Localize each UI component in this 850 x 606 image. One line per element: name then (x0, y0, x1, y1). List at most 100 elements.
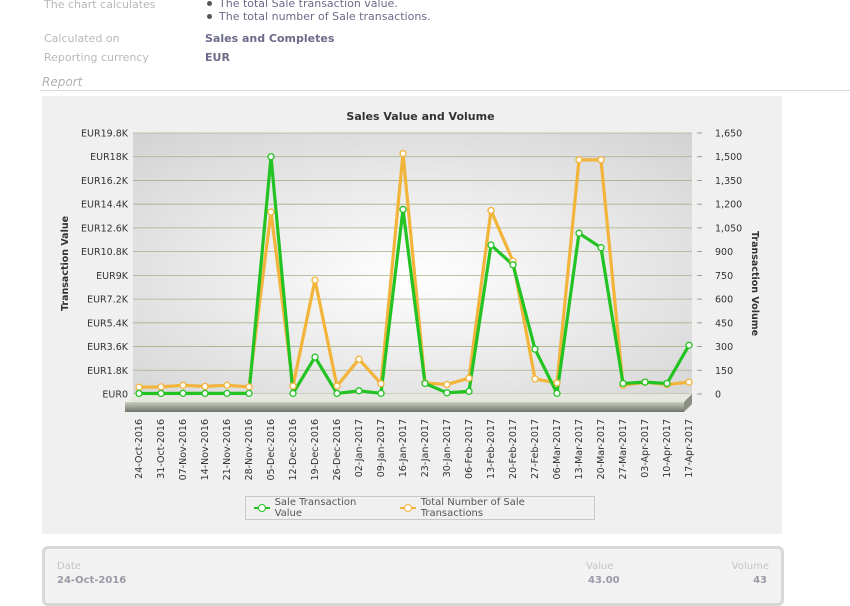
calc-item: The total number of Sale transactions. (205, 10, 431, 23)
x-tick-label: 26-Dec-2016 (332, 419, 343, 481)
data-point-value (487, 241, 495, 249)
x-tick-label: 27-Feb-2017 (530, 419, 541, 479)
data-point-value (245, 389, 253, 398)
data-point-volume (311, 276, 319, 284)
data-point-volume (487, 206, 495, 215)
sales-chart: EUR0 EUR1.8K EUR3.6K EUR5.4K EUR7.2K EUR9K EUR… (60, 110, 760, 481)
x-tick-label: 31-Oct-2016 (156, 419, 167, 479)
x-tick-label: 21-Nov-2016 (222, 419, 233, 480)
currency-label: Reporting currency (44, 51, 149, 64)
y-tick-label: EUR16.2K (81, 176, 129, 187)
data-point-value (267, 153, 275, 161)
calc-items-list: The total Sale transaction value. The to… (205, 0, 431, 23)
y-tick-label: EUR18K (90, 152, 129, 163)
y-axis-title: Transaction Value (60, 216, 71, 311)
chart-legend[interactable]: Sale Transaction Value Total Number of S… (245, 496, 595, 520)
x-tick-label: 19-Dec-2016 (310, 419, 321, 481)
data-point-value (355, 387, 363, 395)
data-point-value (509, 261, 517, 269)
y-tick-label: EUR9K (96, 271, 129, 282)
data-point-volume (333, 382, 341, 390)
table-header-value: Value (586, 561, 614, 572)
y2-tick-label: 1,650 (715, 129, 742, 140)
chart-title: Sales Value and Volume (346, 110, 494, 123)
data-point-volume (553, 379, 561, 387)
data-point-value (465, 387, 473, 396)
data-point-value (663, 379, 671, 388)
x-tick-label: 09-Jan-2017 (376, 419, 387, 477)
legend-item-value[interactable]: Sale Transaction Value (254, 497, 384, 519)
data-point-value (619, 379, 627, 388)
y2-tick-label: 600 (715, 295, 733, 306)
table-cell-volume: 43 (753, 575, 767, 586)
y-tick-label: EUR7.2K (87, 295, 129, 306)
data-point-value (421, 379, 429, 388)
y2-tick-label: 450 (715, 318, 733, 329)
calc-item: The total Sale transaction value. (205, 0, 431, 10)
x-tick-label: 06-Mar-2017 (552, 419, 563, 479)
data-point-volume (685, 378, 693, 386)
x-tick-label: 13-Mar-2017 (574, 419, 585, 479)
calculated-on-value: Sales and Completes (205, 32, 335, 45)
y-tick-label: EUR10.8K (81, 247, 129, 258)
y-tick-label: EUR1.8K (87, 366, 129, 377)
y-tick-label: EUR5.4K (87, 318, 129, 329)
y2-tick-label: 900 (715, 247, 733, 258)
chart-floor-front (125, 402, 684, 412)
y-tick-label: EUR3.6K (87, 342, 129, 353)
table-cell-value: 43.00 (588, 575, 620, 586)
data-point-volume (289, 382, 297, 390)
currency-value: EUR (205, 51, 230, 64)
data-point-value (223, 389, 231, 397)
section-divider (40, 90, 850, 91)
y2-tick-label: 300 (715, 342, 733, 353)
y-tick-label: EUR19.8K (81, 129, 129, 140)
x-tick-label: 14-Nov-2016 (200, 419, 211, 480)
y2-tick-label: 1,200 (715, 200, 742, 211)
y2-tick-label: 1,350 (715, 176, 742, 187)
data-point-volume (531, 375, 539, 383)
x-tick-label: 06-Feb-2017 (464, 419, 475, 479)
x-tick-label: 16-Jan-2017 (398, 419, 409, 477)
data-point-value (685, 341, 693, 349)
y2-tick-label: 1,500 (715, 152, 742, 163)
table-header-volume: Volume (731, 561, 769, 572)
legend-item-volume[interactable]: Total Number of Sale Transactions (400, 497, 586, 519)
data-point-volume (443, 380, 451, 389)
data-point-value (333, 389, 341, 398)
y-tick-label: EUR14.4K (81, 200, 129, 211)
x-tick-label: 05-Dec-2016 (266, 419, 277, 481)
data-point-value (157, 389, 165, 398)
table-header-date: Date (57, 561, 81, 572)
x-tick-label: 17-Apr-2017 (684, 419, 695, 478)
y2-tick-label: 750 (715, 271, 733, 282)
legend-label: Total Number of Sale Transactions (420, 497, 525, 519)
x-tick-label: 28-Nov-2016 (244, 419, 255, 480)
legend-marker-green-icon (254, 503, 270, 513)
data-table: Date Value Volume 24-Oct-2016 43.00 43 (42, 546, 784, 606)
legend-label: Sale Transaction Value (274, 497, 357, 519)
data-point-value (553, 389, 561, 397)
data-point-value (135, 389, 143, 398)
data-point-volume (597, 156, 605, 164)
x-tick-label: 30-Jan-2017 (442, 419, 453, 477)
data-point-volume (157, 383, 165, 391)
data-point-volume (201, 382, 209, 391)
data-point-volume (465, 374, 473, 382)
x-tick-label: 02-Jan-2017 (354, 419, 365, 477)
x-tick-label: 13-Feb-2017 (486, 419, 497, 479)
data-point-volume (135, 383, 143, 391)
legend-marker-orange-icon (400, 503, 416, 513)
data-point-value (377, 389, 385, 397)
data-point-volume (399, 149, 407, 158)
y-tick-label: EUR0 (102, 390, 128, 401)
x-tick-label: 03-Apr-2017 (640, 419, 651, 478)
data-point-volume (223, 381, 231, 389)
info-calc-label: The chart calculates (44, 0, 156, 11)
x-tick-label: 12-Dec-2016 (288, 419, 299, 481)
data-point-value (597, 244, 605, 252)
data-point-value (201, 389, 209, 398)
series-line-value (137, 155, 691, 396)
x-tick-label: 20-Mar-2017 (596, 419, 607, 479)
data-point-value (311, 353, 319, 361)
